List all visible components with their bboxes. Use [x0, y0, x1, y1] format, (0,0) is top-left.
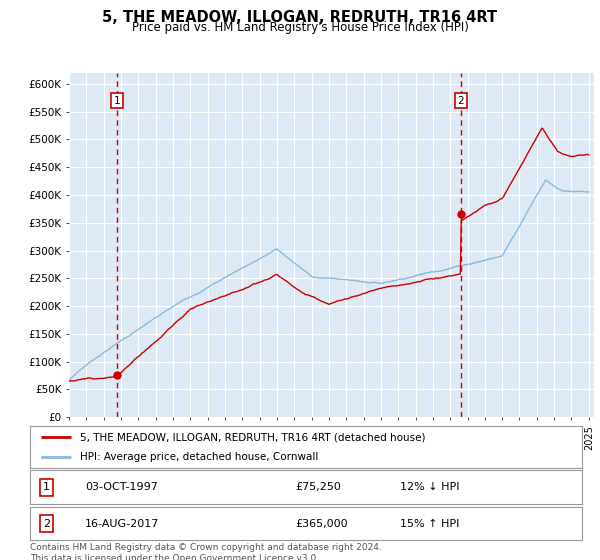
Text: 5, THE MEADOW, ILLOGAN, REDRUTH, TR16 4RT (detached house): 5, THE MEADOW, ILLOGAN, REDRUTH, TR16 4R… [80, 432, 425, 442]
Text: 1: 1 [43, 482, 50, 492]
Text: 12% ↓ HPI: 12% ↓ HPI [400, 482, 460, 492]
Text: £365,000: £365,000 [295, 519, 347, 529]
Text: HPI: Average price, detached house, Cornwall: HPI: Average price, detached house, Corn… [80, 452, 318, 462]
Text: Contains HM Land Registry data © Crown copyright and database right 2024.
This d: Contains HM Land Registry data © Crown c… [30, 543, 382, 560]
Text: 2: 2 [458, 96, 464, 106]
Text: 5, THE MEADOW, ILLOGAN, REDRUTH, TR16 4RT: 5, THE MEADOW, ILLOGAN, REDRUTH, TR16 4R… [103, 10, 497, 25]
Text: £75,250: £75,250 [295, 482, 341, 492]
Text: 1: 1 [113, 96, 120, 106]
Text: 03-OCT-1997: 03-OCT-1997 [85, 482, 158, 492]
Text: 2: 2 [43, 519, 50, 529]
Text: Price paid vs. HM Land Registry's House Price Index (HPI): Price paid vs. HM Land Registry's House … [131, 21, 469, 34]
Text: 15% ↑ HPI: 15% ↑ HPI [400, 519, 459, 529]
Text: 16-AUG-2017: 16-AUG-2017 [85, 519, 160, 529]
